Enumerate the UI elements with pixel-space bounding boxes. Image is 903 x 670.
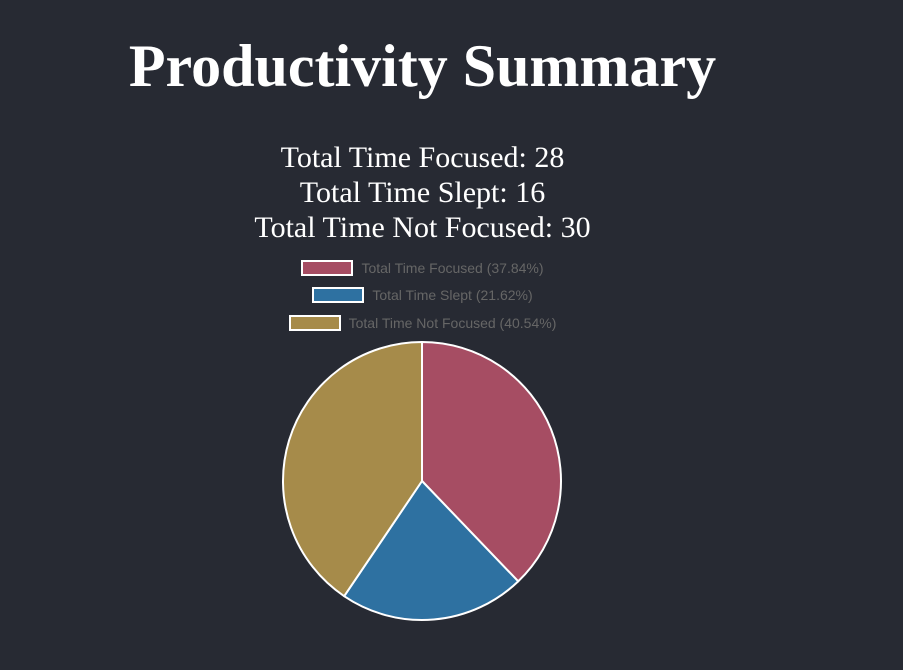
stats-summary: Total Time Focused: 28 Total Time Slept:… xyxy=(0,140,845,245)
legend-label-slept: Total Time Slept (21.62%) xyxy=(372,287,533,304)
stat-time-not-focused: Total Time Not Focused: 30 xyxy=(254,211,591,244)
legend-swatch-not-focused xyxy=(288,314,341,331)
pie-slice-slept[interactable] xyxy=(343,480,520,621)
legend-item-slept[interactable]: Total Time Slept (21.62%) xyxy=(0,282,845,310)
legend-label-not-focused: Total Time Not Focused (40.54%) xyxy=(348,314,557,331)
page-title: Productivity Summary xyxy=(128,33,717,99)
pie-slice-not-focused[interactable] xyxy=(282,341,423,598)
stat-time-focused: Total Time Focused: 28 xyxy=(280,141,565,174)
legend-item-not-focused[interactable]: Total Time Not Focused (40.54%) xyxy=(0,309,845,337)
legend-label-focused: Total Time Focused (37.84%) xyxy=(361,259,544,276)
legend-swatch-slept xyxy=(312,287,365,304)
chart-legend: Total Time Focused (37.84%) Total Time S… xyxy=(0,254,845,337)
pie-slice-focused[interactable] xyxy=(421,341,562,583)
legend-item-focused[interactable]: Total Time Focused (37.84%) xyxy=(0,254,845,282)
stat-time-slept: Total Time Slept: 16 xyxy=(299,176,546,209)
legend-swatch-focused xyxy=(301,259,354,276)
